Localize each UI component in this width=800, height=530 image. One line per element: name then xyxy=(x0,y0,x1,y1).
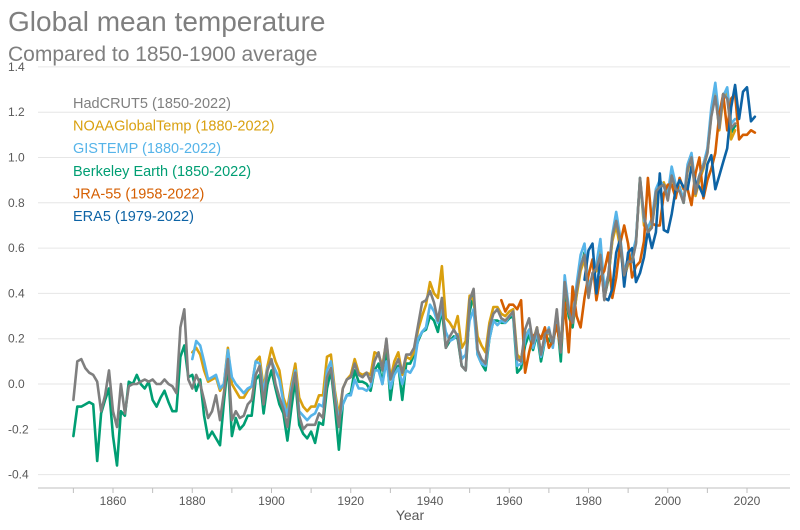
y-tick-label: -0.4 xyxy=(8,468,29,482)
y-tick-label: 0.0 xyxy=(8,377,25,391)
y-axis-ticks: -0.4 -0.2 0.0 0.2 0.4 0.6 0.8 1.0 1.2 1.4 xyxy=(8,60,29,482)
y-tick-label: -0.2 xyxy=(8,422,29,436)
chart-title: Global mean temperature xyxy=(8,6,326,37)
y-tick-label: 1.0 xyxy=(8,151,25,165)
legend-item-era5: ERA5 (1979-2022) xyxy=(73,209,194,225)
x-axis: 1860 1880 1900 1920 1940 1960 1980 2000 2020 xyxy=(38,487,790,508)
x-tick-label: 1960 xyxy=(496,494,523,508)
legend-item-hadcrut5: HadCRUT5 (1850-2022) xyxy=(73,96,231,112)
y-tick-label: 0.6 xyxy=(8,241,25,255)
y-tick-label: 0.4 xyxy=(8,286,25,300)
gridlines xyxy=(38,66,790,476)
legend-item-berkeley-earth: Berkeley Earth (1850-2022) xyxy=(73,164,251,180)
chart-subtitle: Compared to 1850-1900 average xyxy=(8,43,317,66)
x-tick-label: 2020 xyxy=(734,494,761,508)
y-tick-label: 1.2 xyxy=(8,105,25,119)
x-tick-label: 2000 xyxy=(654,494,681,508)
legend-item-jra-55: JRA-55 (1958-2022) xyxy=(73,186,204,202)
legend-item-gistemp: GISTEMP (1880-2022) xyxy=(73,141,221,157)
x-tick-label: 1900 xyxy=(258,494,285,508)
x-tick-label: 1980 xyxy=(575,494,602,508)
x-tick-label: 1880 xyxy=(179,494,206,508)
series-line-jra-55 xyxy=(499,92,757,375)
y-tick-label: 0.2 xyxy=(8,332,25,346)
x-tick-label: 1940 xyxy=(417,494,444,508)
x-tick-label: 1860 xyxy=(100,494,127,508)
y-tick-label: 0.8 xyxy=(8,196,25,210)
x-axis-label: Year xyxy=(396,507,425,523)
series-layer xyxy=(72,81,757,467)
legend: HadCRUT5 (1850-2022) NOAAGlobalTemp (1880… xyxy=(73,96,275,225)
series-line-era5 xyxy=(583,83,757,302)
x-tick-label: 1920 xyxy=(337,494,364,508)
series-line-hadcrut5 xyxy=(72,92,737,431)
y-tick-label: 1.4 xyxy=(8,60,25,74)
legend-item-noaaglobaltemp: NOAAGlobalTemp (1880-2022) xyxy=(73,119,275,135)
